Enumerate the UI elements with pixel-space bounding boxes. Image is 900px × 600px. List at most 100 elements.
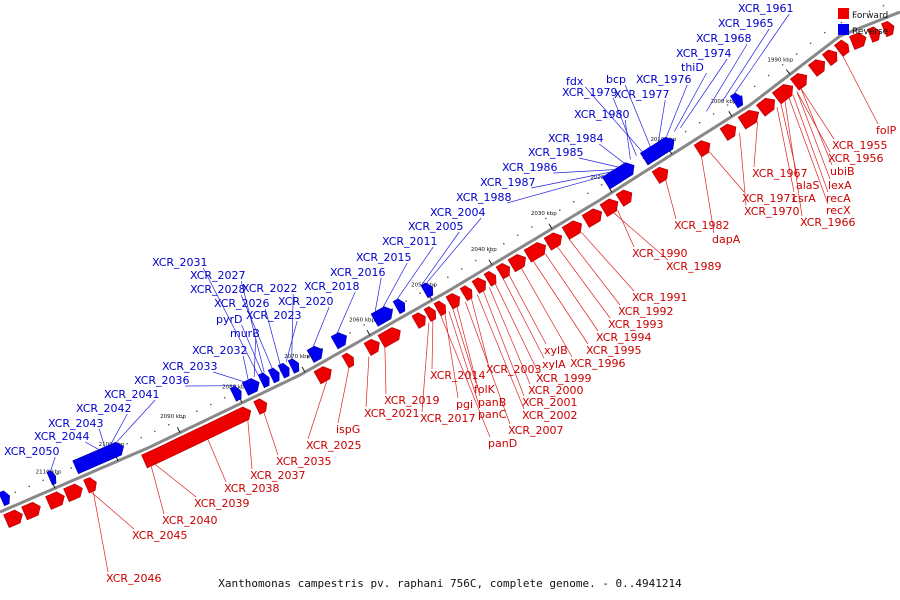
minor-tick — [503, 242, 505, 245]
reverse-label-leader — [98, 428, 106, 448]
reverse-gene-label: XCR_1974 — [676, 47, 732, 60]
forward-label-leader — [800, 88, 835, 140]
forward-gene-arrow — [821, 49, 838, 67]
reverse-label-leader — [553, 169, 615, 174]
minor-tick — [868, 10, 871, 13]
minor-tick — [809, 42, 812, 45]
forward-label-leader — [337, 367, 350, 424]
forward-label-leader — [796, 91, 831, 180]
reverse-gene-label: XCR_2023 — [246, 309, 302, 322]
reverse-label-leader — [624, 119, 631, 160]
minor-tick — [753, 85, 756, 88]
reverse-label-leader — [202, 267, 259, 376]
forward-gene-label: XCR_2017 — [420, 412, 476, 425]
kbp-tick-label: 1990 kbp — [767, 58, 793, 64]
forward-label-leader — [581, 231, 635, 292]
reverse-gene-label: XCR_1988 — [456, 191, 512, 204]
reverse-gene-label: XCR_1976 — [636, 73, 692, 86]
forward-gene-label: XCR_1991 — [632, 291, 688, 304]
reverse-gene-label: thiD — [681, 61, 704, 74]
reverse-gene-label: XCR_2041 — [104, 388, 160, 401]
reverse-gene-arrow — [330, 332, 347, 350]
kbp-tick-mark — [301, 366, 306, 373]
forward-label-leader — [476, 294, 525, 410]
forward-label-leader — [470, 298, 489, 364]
minor-tick — [28, 485, 31, 488]
kbp-tick-mark — [548, 223, 553, 230]
reverse-gene-label: XCR_1980 — [574, 108, 630, 121]
reverse-gene-label: XCR_2028 — [190, 283, 246, 296]
reverse-gene-arrow — [257, 372, 270, 389]
forward-gene-label: XCR_1955 — [832, 139, 888, 152]
minor-tick — [14, 491, 16, 494]
reverse-gene-label: XCR_1965 — [718, 17, 774, 30]
reverse-label-leader — [680, 58, 728, 128]
reverse-label-leader — [598, 143, 625, 164]
reverse-label-leader — [584, 86, 643, 153]
reverse-label-leader — [213, 371, 245, 383]
forward-gene-label: xylB — [544, 344, 568, 357]
reverse-label-leader — [264, 308, 281, 365]
forward-gene-label: XCR_2001 — [522, 396, 578, 409]
forward-gene-label: lexA — [828, 179, 852, 192]
minor-tick — [600, 184, 603, 186]
minor-tick — [698, 121, 701, 124]
minor-tick — [684, 130, 687, 133]
forward-gene-label: folK — [474, 383, 496, 396]
forward-gene-label: XCR_2025 — [306, 439, 362, 452]
forward-gene-arrow — [341, 352, 355, 369]
reverse-gene-label: XCR_2042 — [76, 402, 132, 415]
reverse-gene-label: XCR_2005 — [408, 220, 464, 233]
reverse-gene-label: XCR_2033 — [162, 360, 218, 373]
genome-caption: Xanthomonas campestris pv. raphani 756C,… — [218, 577, 682, 590]
reverse-gene-label: murB — [230, 327, 260, 340]
minor-tick — [531, 226, 533, 228]
forward-gene-label: dapA — [712, 233, 741, 246]
legend-reverse-swatch — [838, 24, 849, 35]
forward-label-leader — [384, 347, 387, 395]
legend-reverse-label: Reverse — [852, 27, 889, 37]
reverse-label-leader — [241, 324, 263, 374]
kbp-tick-label: 2030 kbp — [531, 211, 557, 217]
minor-tick — [42, 479, 44, 482]
reverse-gene-label: XCR_2050 — [4, 445, 60, 458]
minor-tick — [712, 113, 715, 115]
minor-tick — [795, 53, 798, 55]
minor-tick — [349, 332, 351, 334]
forward-label-leader — [709, 151, 745, 193]
reverse-label-leader — [85, 441, 99, 450]
forward-gene-arrow — [423, 306, 437, 322]
forward-label-leader — [842, 56, 879, 125]
forward-label-leader — [440, 315, 491, 438]
reverse-gene-label: XCR_2011 — [382, 235, 438, 248]
forward-gene-label: XCR_2040 — [162, 514, 218, 527]
reverse-gene-arrow — [46, 470, 57, 486]
reverse-gene-label: XCR_2032 — [192, 344, 248, 357]
reverse-label-leader — [291, 293, 294, 360]
forward-gene-arrow — [313, 366, 332, 385]
forward-gene-arrow — [599, 198, 619, 218]
forward-gene-arrow — [719, 123, 737, 141]
forward-gene-label: XCR_2007 — [508, 424, 564, 437]
forward-gene-label: pgi — [456, 398, 473, 411]
forward-label-leader — [800, 88, 833, 166]
reverse-label-leader — [285, 320, 298, 362]
minor-tick — [781, 64, 784, 66]
forward-gene-label: XCR_2039 — [194, 497, 250, 510]
forward-gene-arrow — [867, 26, 881, 43]
forward-label-leader — [569, 239, 621, 306]
reverse-gene-label: XCR_2031 — [152, 256, 208, 269]
legend: Forward Reverse — [838, 8, 889, 37]
forward-gene-label: XCR_1993 — [608, 318, 664, 331]
reverse-gene-label: XCR_2026 — [214, 297, 270, 310]
forward-gene-arrow — [737, 109, 760, 130]
reverse-gene-label: pyrD — [216, 313, 243, 326]
forward-gene-label: XCR_1966 — [800, 216, 856, 229]
reverse-label-leader — [624, 84, 651, 147]
reverse-gene-label: bcp — [606, 73, 626, 86]
forward-gene-arrow — [651, 166, 669, 184]
minor-tick — [587, 192, 589, 195]
backbone-line — [0, 10, 900, 514]
forward-gene-arrow — [807, 59, 826, 77]
